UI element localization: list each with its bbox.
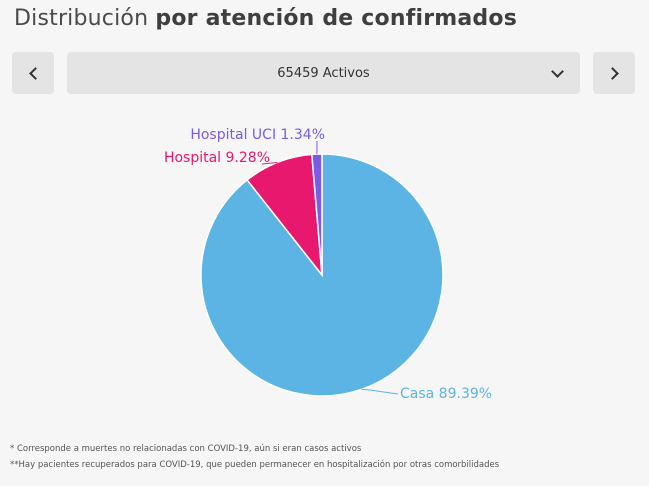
footnote-1: * Corresponde a muertes no relacionadas … [10,444,362,454]
pie-label-hospital-uci: Hospital UCI 1.34% [190,127,325,143]
page-title: Distribución por atención de confirmados [14,6,517,31]
footnotes: * Corresponde a muertes no relacionadas … [10,441,499,473]
previous-button[interactable] [12,52,54,94]
pie-label-casa: Casa 89.39% [400,386,492,402]
leader-line-hospital [261,161,278,165]
pie-label-hospital: Hospital 9.28% [164,150,270,166]
footnote-2: **Hay pacientes recuperados para COVID-1… [10,460,500,470]
status-dropdown[interactable]: 65459 Activos [67,52,580,94]
status-dropdown-value: 65459 Activos [277,65,370,81]
leader-line-casa [361,388,399,395]
pie-slice-hospital-uci[interactable] [311,153,323,276]
title-regular: Distribución [14,6,149,31]
title-bold: por atención de confirmados [155,6,517,31]
next-button[interactable] [593,52,635,94]
